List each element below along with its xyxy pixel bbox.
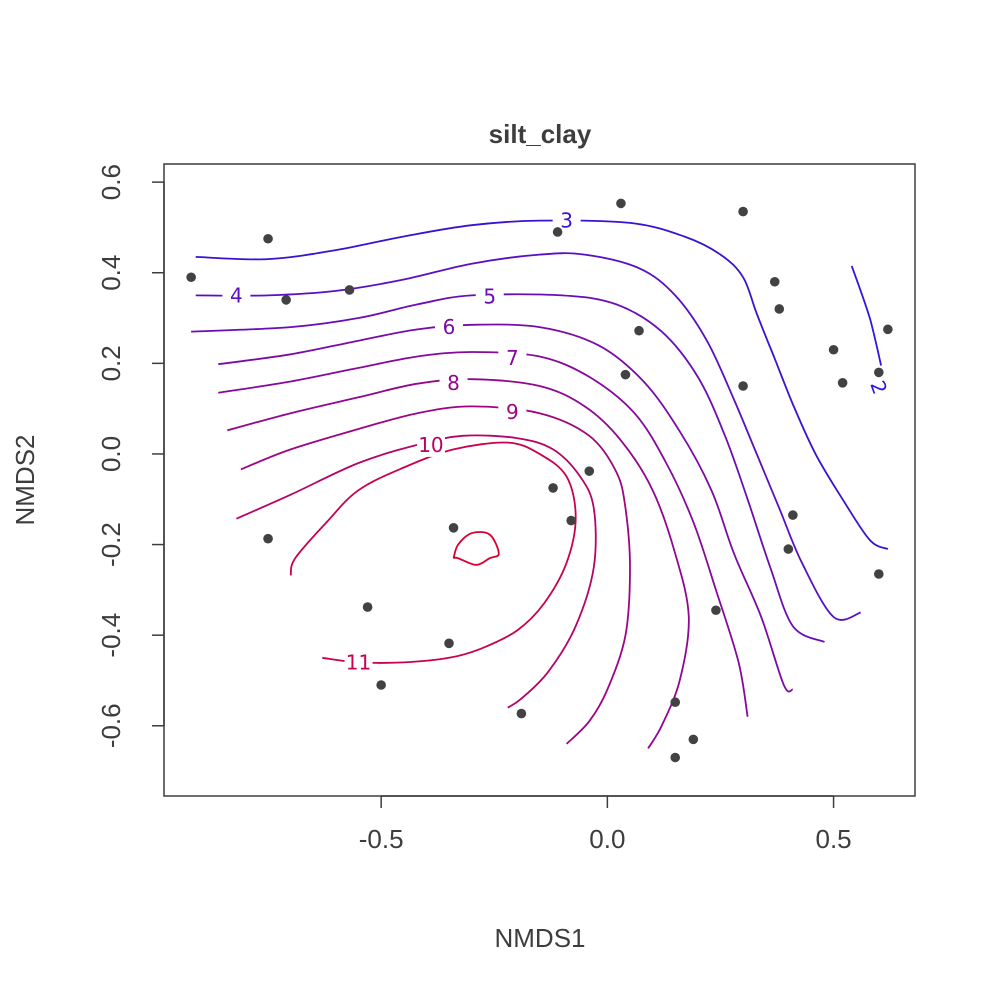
data-point <box>837 378 848 388</box>
y-tick-label: 0.4 <box>96 255 126 291</box>
data-point <box>738 206 748 217</box>
data-point <box>883 324 893 335</box>
contour-line-9 <box>240 405 631 745</box>
contour-line-7 <box>218 351 749 717</box>
y-tick-label: 0.6 <box>96 164 126 200</box>
contour-label-background <box>435 315 464 340</box>
contour-label-3: 3 <box>560 209 573 233</box>
data-point <box>788 510 798 520</box>
y-tick-label: 0.2 <box>96 345 126 381</box>
contour-label-background <box>439 370 468 395</box>
contour-line-5 <box>191 293 825 643</box>
y-tick-label: -0.4 <box>96 613 126 658</box>
data-point <box>738 381 748 391</box>
contour-label-background <box>344 650 373 675</box>
data-point <box>548 483 558 493</box>
contour-label-background <box>475 284 504 309</box>
data-point <box>344 285 355 295</box>
contour-label-background <box>862 370 895 405</box>
y-axis-label: NMDS2 <box>10 434 40 525</box>
data-point <box>874 367 884 378</box>
data-point <box>874 569 884 579</box>
contour-line-4 <box>195 252 862 621</box>
contour-line-10 <box>236 434 597 709</box>
contour-line-11 <box>289 441 577 664</box>
data-point <box>828 344 839 355</box>
contour-lines <box>191 219 889 749</box>
data-point <box>376 680 386 690</box>
data-point <box>774 304 785 314</box>
data-point <box>620 369 631 380</box>
contour-label-background <box>222 283 251 308</box>
chart-title: silt_clay <box>489 119 592 149</box>
contour-line-6 <box>218 323 794 693</box>
contour-label-background <box>498 345 527 370</box>
x-axis-label: NMDS1 <box>494 923 585 953</box>
contour-label-8: 8 <box>447 371 460 395</box>
x-tick-label: 0.0 <box>589 824 625 854</box>
data-point <box>584 466 595 476</box>
x-axis: -0.5 0.0 0.5 <box>359 795 852 854</box>
data-point <box>186 272 196 283</box>
contour-label-11: 11 <box>346 650 371 674</box>
x-tick-label: 0.5 <box>815 824 851 854</box>
data-point <box>263 233 273 244</box>
data-point <box>566 515 576 526</box>
contour-line-peak <box>452 531 500 566</box>
contour-label-background <box>416 432 445 457</box>
data-point <box>552 227 563 237</box>
data-point <box>263 533 273 544</box>
y-tick-label: -0.2 <box>96 522 126 567</box>
contour-label-6: 6 <box>443 315 456 339</box>
data-point <box>783 544 794 554</box>
data-point <box>688 734 699 745</box>
data-point <box>448 522 459 533</box>
data-point <box>616 198 626 209</box>
contour-label-10: 10 <box>418 433 443 457</box>
y-axis: -0.6 -0.4 -0.2 0.0 0.2 0.4 0.6 <box>96 164 165 748</box>
data-point <box>444 638 454 649</box>
contour-label-7: 7 <box>506 346 519 370</box>
data-point <box>634 325 644 336</box>
contour-label-background <box>498 399 527 424</box>
x-tick-label: -0.5 <box>359 824 404 854</box>
data-point <box>281 295 291 305</box>
contour-label-5: 5 <box>483 284 496 308</box>
contour-line-3 <box>195 219 889 550</box>
data-point <box>670 697 681 708</box>
data-point <box>362 602 373 612</box>
y-tick-label: 0.0 <box>96 436 126 472</box>
data-point <box>670 752 681 763</box>
data-point <box>769 276 780 287</box>
contour-label-9: 9 <box>506 400 519 424</box>
data-point <box>711 605 721 616</box>
data-points <box>186 198 893 763</box>
data-point <box>516 708 527 719</box>
contour-line-8 <box>227 378 690 749</box>
contour-line-2 <box>850 265 882 366</box>
contour-label-4: 4 <box>230 283 243 307</box>
y-tick-label: -0.6 <box>96 703 126 748</box>
